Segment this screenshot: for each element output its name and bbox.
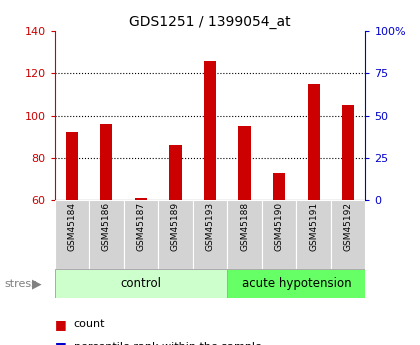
Text: GSM45186: GSM45186 — [102, 202, 111, 251]
Bar — [227, 200, 262, 269]
Text: GSM45189: GSM45189 — [171, 202, 180, 251]
Point — [172, 11, 179, 17]
Bar — [169, 145, 181, 200]
Text: ■: ■ — [55, 340, 66, 345]
Text: control: control — [121, 277, 161, 290]
Bar — [262, 200, 297, 269]
Point — [345, 0, 352, 5]
Bar — [66, 132, 78, 200]
Point — [138, 21, 144, 27]
Point — [310, 0, 317, 3]
Bar — [342, 105, 354, 200]
Point — [103, 4, 110, 10]
Point — [241, 4, 248, 10]
Text: acute hypotension: acute hypotension — [241, 277, 351, 290]
Bar — [55, 200, 89, 269]
Text: GSM45192: GSM45192 — [344, 202, 353, 251]
Text: GSM45190: GSM45190 — [275, 202, 284, 251]
Bar — [193, 200, 227, 269]
Text: stress: stress — [4, 279, 37, 289]
Bar — [158, 200, 193, 269]
Bar — [123, 200, 158, 269]
Text: GSM45193: GSM45193 — [205, 202, 215, 251]
Text: GSM45187: GSM45187 — [136, 202, 145, 251]
Text: percentile rank within the sample: percentile rank within the sample — [74, 342, 261, 345]
Bar — [307, 84, 320, 200]
Point — [68, 6, 75, 12]
Bar — [227, 269, 365, 298]
Text: ■: ■ — [55, 318, 66, 331]
Text: GSM45191: GSM45191 — [309, 202, 318, 251]
Bar — [204, 61, 216, 200]
Point — [276, 17, 282, 22]
Bar — [135, 198, 147, 200]
Text: ▶: ▶ — [32, 277, 41, 290]
Bar — [55, 269, 227, 298]
Bar — [89, 200, 123, 269]
Bar — [297, 200, 331, 269]
Title: GDS1251 / 1399054_at: GDS1251 / 1399054_at — [129, 14, 291, 29]
Text: GSM45184: GSM45184 — [67, 202, 76, 251]
Bar — [100, 124, 113, 200]
Text: count: count — [74, 319, 105, 329]
Bar — [239, 126, 251, 200]
Bar — [331, 200, 365, 269]
Text: GSM45188: GSM45188 — [240, 202, 249, 251]
Bar — [273, 172, 285, 200]
